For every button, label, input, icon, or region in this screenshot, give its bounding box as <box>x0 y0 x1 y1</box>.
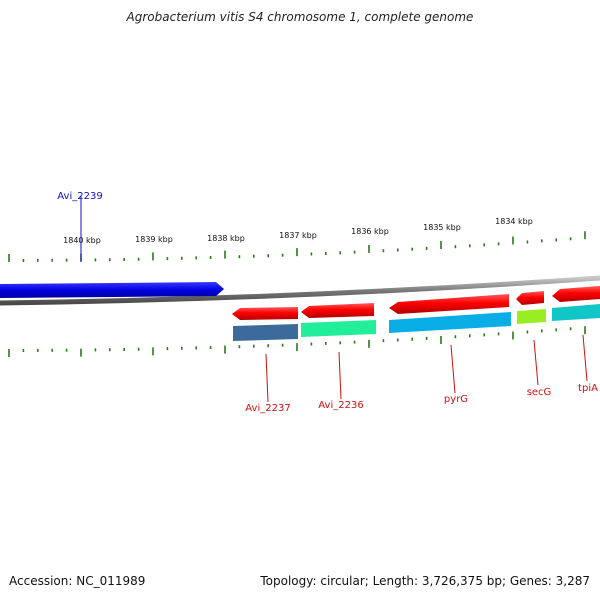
cds-avi-2237 <box>233 324 298 341</box>
gene-pyrG[interactable] <box>389 294 509 314</box>
gene-label: tpiA <box>578 383 598 394</box>
kbp-label: 1837 kbp <box>279 231 317 240</box>
kbp-label: 1836 kbp <box>351 227 389 236</box>
kbp-label: 1839 kbp <box>135 235 173 244</box>
kbp-label: 1840 kbp <box>63 236 101 245</box>
cds-tpiA <box>552 304 600 321</box>
gene-label: Avi_2236 <box>318 400 363 411</box>
gene-avi-2239[interactable]: Avi_2239 <box>0 191 224 298</box>
kbp-labels: 1840 kbp 1839 kbp 1838 kbp 1837 kbp 1836… <box>63 217 533 245</box>
gene-labels-bottom: Avi_2237 Avi_2236 pyrG secG tpiA <box>245 334 598 414</box>
cds-avi-2236 <box>301 320 376 337</box>
gene-label: pyrG <box>444 394 468 405</box>
gene-label: Avi_2239 <box>57 191 102 202</box>
kbp-label: 1835 kbp <box>423 223 461 232</box>
map-title: Agrobacterium vitis S4 chromosome 1, com… <box>126 10 474 24</box>
gene-avi-2237[interactable] <box>232 307 298 320</box>
gene-avi-2236[interactable] <box>301 303 374 318</box>
gene-label: secG <box>527 387 552 398</box>
cds-boxes <box>233 304 600 341</box>
backbone-ring <box>0 275 600 306</box>
cds-secG <box>517 309 546 324</box>
cds-pyrG <box>389 312 511 333</box>
tick-row-bottom <box>8 326 586 357</box>
accession-text: Accession: NC_011989 <box>9 574 146 588</box>
gene-label: Avi_2237 <box>245 403 290 414</box>
gene-secG[interactable] <box>516 291 544 305</box>
kbp-label: 1838 kbp <box>207 234 245 243</box>
gene-tpiA[interactable] <box>552 286 600 302</box>
genome-summary-text: Topology: circular; Length: 3,726,375 bp… <box>260 574 590 588</box>
tick-row-top <box>8 231 586 262</box>
kbp-label: 1834 kbp <box>495 217 533 226</box>
